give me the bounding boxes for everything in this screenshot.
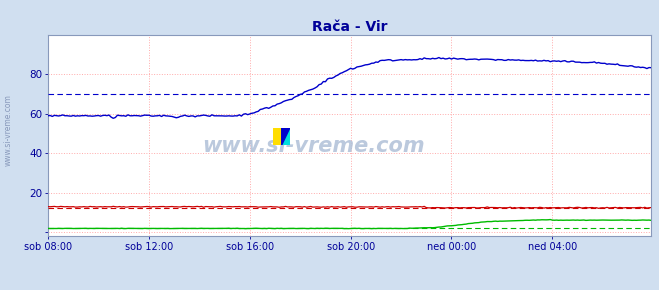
Text: www.si-vreme.com: www.si-vreme.com bbox=[202, 136, 425, 156]
Polygon shape bbox=[282, 128, 290, 145]
Title: Rača - Vir: Rača - Vir bbox=[312, 20, 387, 34]
Polygon shape bbox=[282, 128, 290, 145]
Text: www.si-vreme.com: www.si-vreme.com bbox=[3, 95, 13, 166]
Polygon shape bbox=[273, 128, 282, 145]
